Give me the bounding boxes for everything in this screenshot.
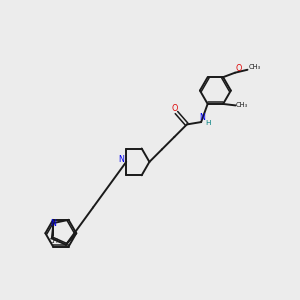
Text: N: N [118,155,124,164]
Text: N: N [50,219,56,228]
Text: CH₃: CH₃ [49,238,61,244]
Text: CH₃: CH₃ [249,64,261,70]
Text: O: O [236,64,242,73]
Text: CH₃: CH₃ [236,102,248,108]
Text: O: O [172,104,178,113]
Text: H: H [206,120,211,126]
Text: N: N [199,113,205,122]
